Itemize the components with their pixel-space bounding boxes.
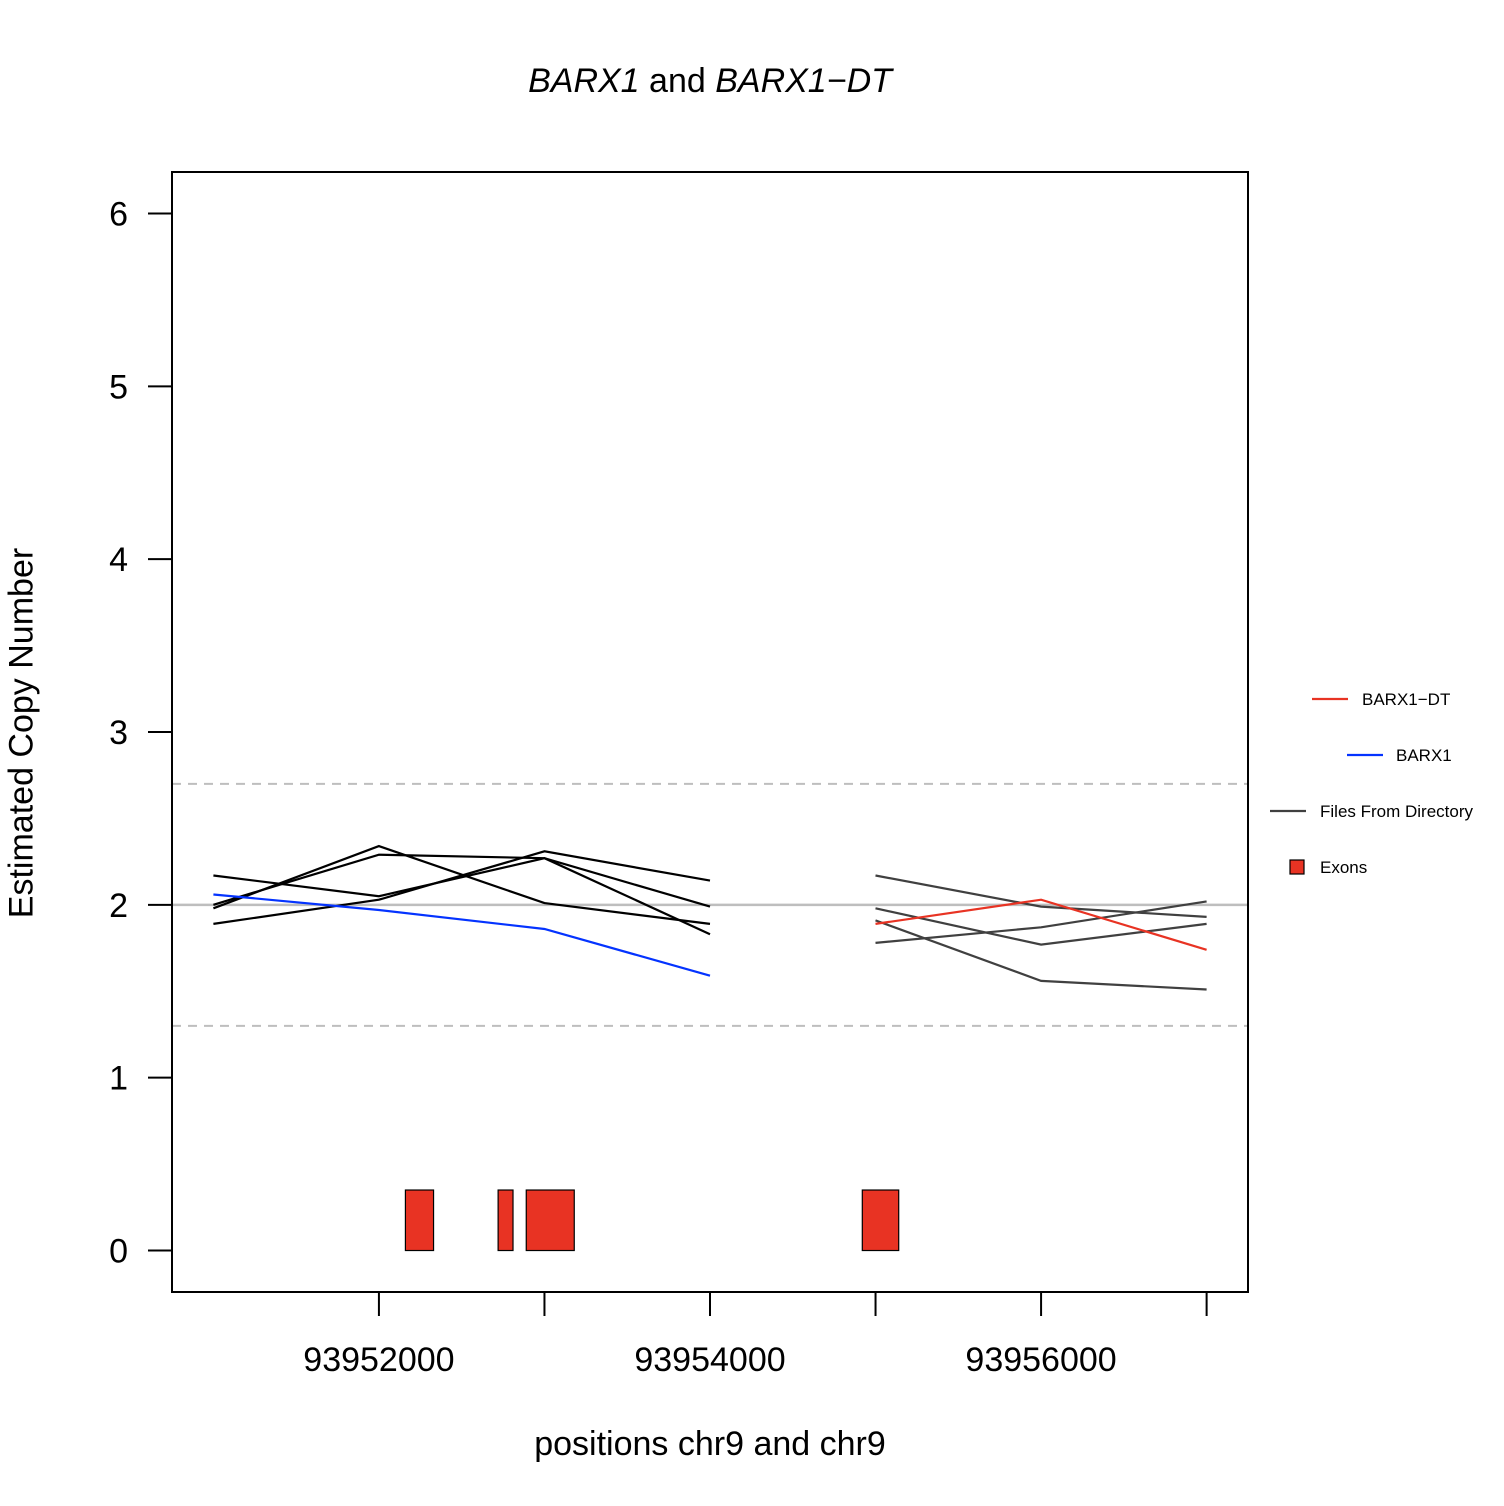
exon-box-0 bbox=[404, 1189, 435, 1252]
y-tick-label-3: 3 bbox=[109, 714, 128, 752]
legend-label-0: BARX1−DT bbox=[1362, 690, 1450, 709]
series-line-file-6 bbox=[875, 907, 1207, 946]
y-tick-label-5: 5 bbox=[109, 368, 128, 406]
exon-box-1 bbox=[497, 1189, 514, 1252]
series-line-file-0 bbox=[213, 857, 711, 936]
title-gene2: BARX1−DT bbox=[715, 62, 892, 100]
y-tick-label-1: 1 bbox=[109, 1060, 128, 1098]
y-tick-label-2: 2 bbox=[109, 887, 128, 925]
legend-label-3: Exons bbox=[1320, 858, 1367, 877]
title-gene1: BARX1 bbox=[528, 62, 640, 100]
y-axis-label: Estimated Copy Number bbox=[2, 547, 41, 919]
legend-key-3 bbox=[1289, 859, 1305, 875]
exon-box-3 bbox=[861, 1189, 900, 1252]
series-line-file-7 bbox=[875, 919, 1207, 991]
plot-frame bbox=[171, 171, 1249, 1293]
legend-label-1: BARX1 bbox=[1396, 746, 1452, 765]
y-tick-label-0: 0 bbox=[109, 1233, 128, 1271]
y-tick-label-6: 6 bbox=[109, 195, 128, 233]
series-line-file-2 bbox=[213, 853, 711, 908]
series-line-barx1 bbox=[213, 893, 711, 977]
x-tick-label-93954000: 93954000 bbox=[634, 1341, 785, 1379]
x-axis-label: positions chr9 and chr9 bbox=[534, 1425, 886, 1463]
series-line-file-5 bbox=[875, 874, 1207, 918]
exon-box-2 bbox=[525, 1189, 575, 1252]
legend-label-2: Files From Directory bbox=[1320, 802, 1474, 821]
title-join: and bbox=[639, 62, 716, 100]
x-tick-label-93956000: 93956000 bbox=[965, 1341, 1116, 1379]
x-tick-label-93952000: 93952000 bbox=[303, 1341, 454, 1379]
series-line-file-8 bbox=[875, 900, 1207, 944]
series-line-file-3 bbox=[213, 850, 711, 925]
y-tick-label-4: 4 bbox=[109, 541, 128, 579]
chart-title: BARX1 and BARX1−DT bbox=[0, 62, 1420, 101]
series-line-barx1-dt bbox=[875, 898, 1207, 951]
